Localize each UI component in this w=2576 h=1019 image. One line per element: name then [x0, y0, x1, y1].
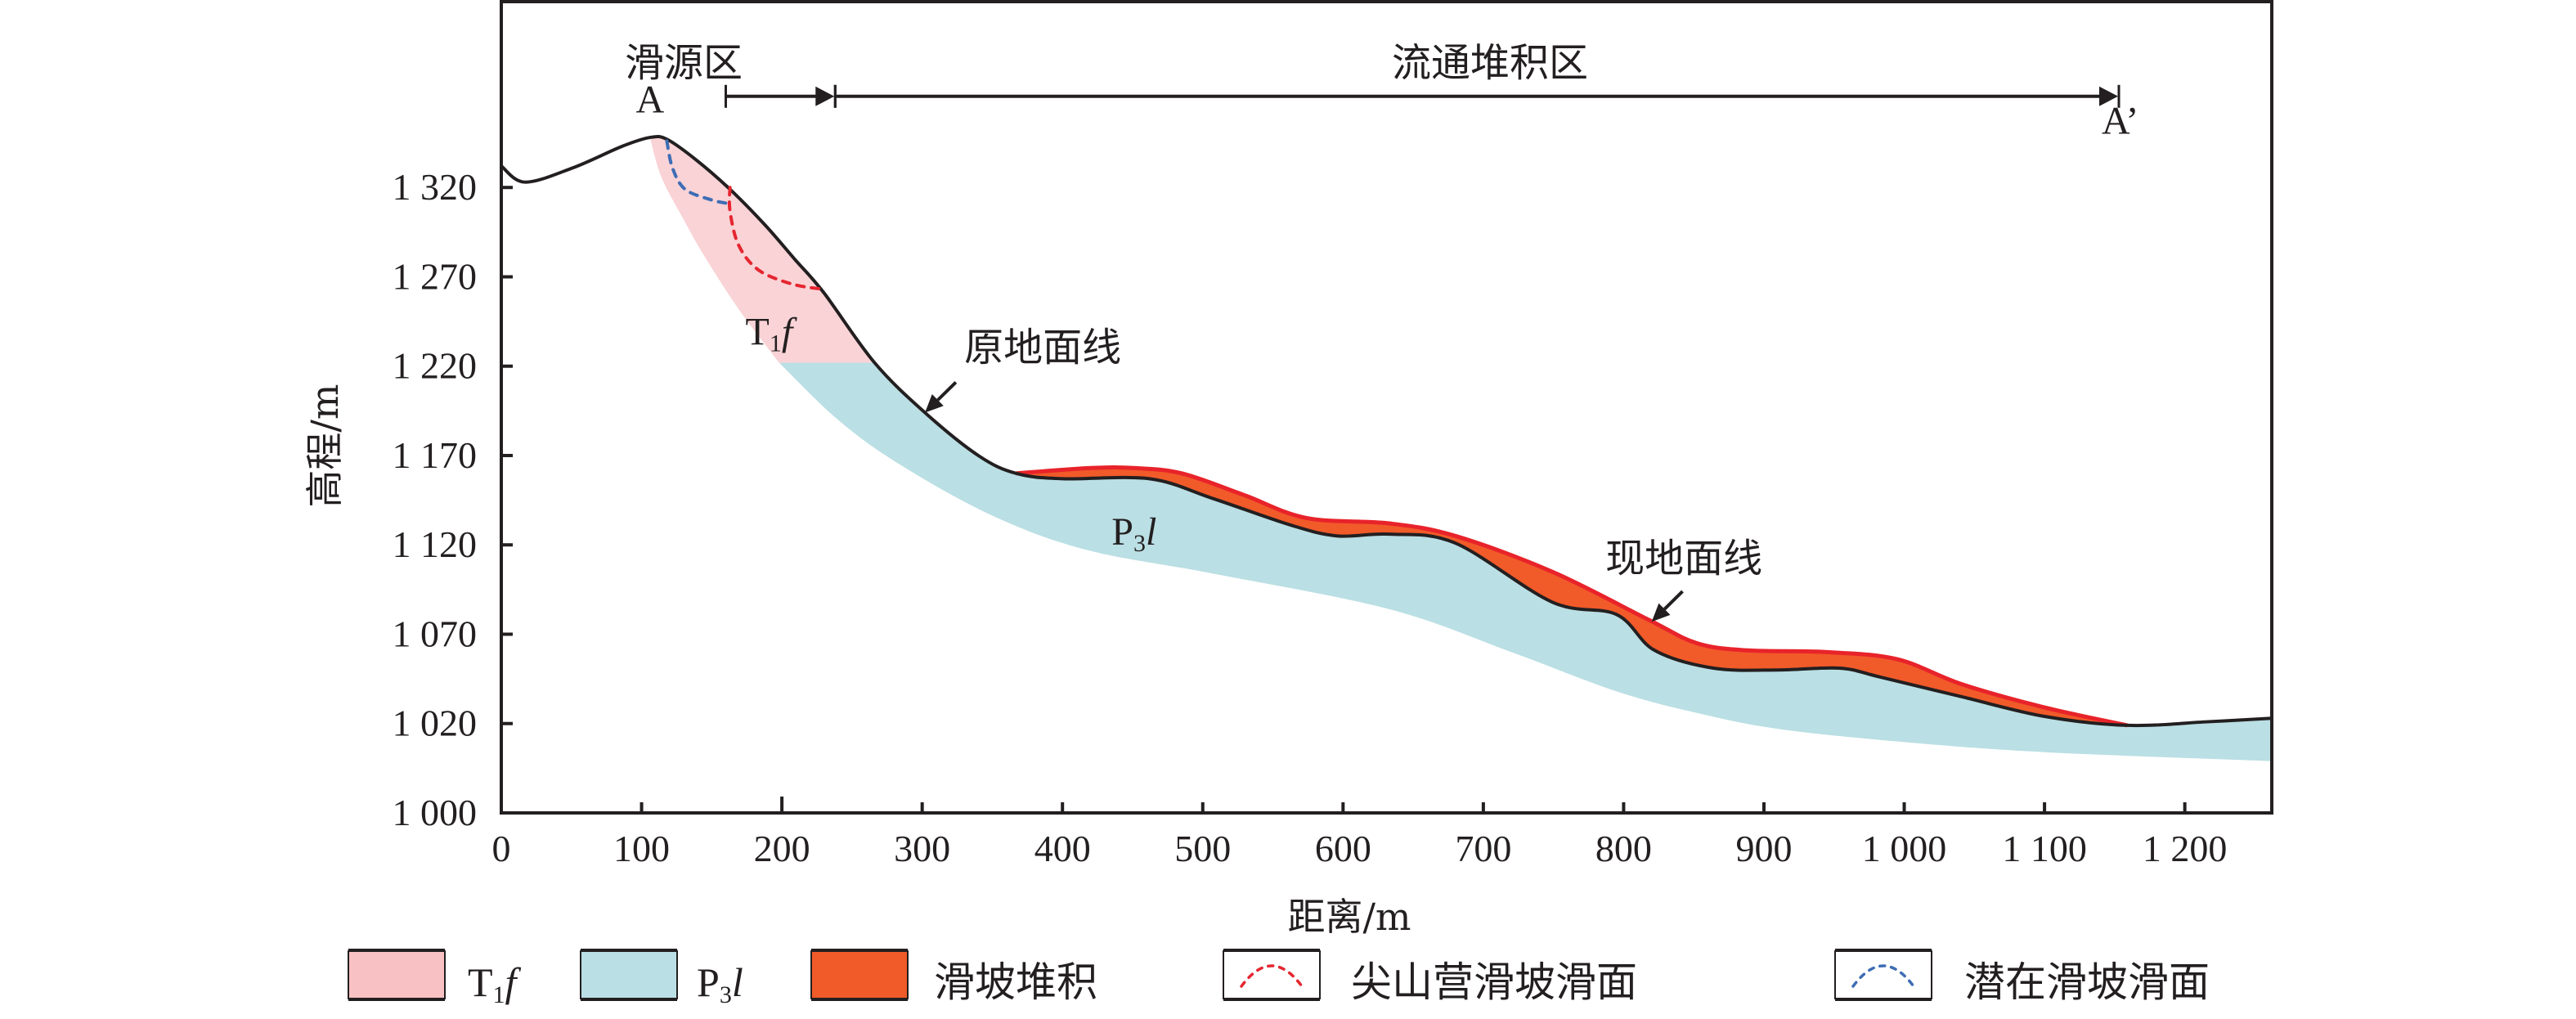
profile-lines [500, 134, 2273, 728]
x-tick-label: 100 [613, 828, 670, 869]
point-a-prime: A’ [2102, 100, 2138, 143]
current-ground-label: 现地面线 [1605, 536, 1762, 581]
legend-item: 尖山营滑坡滑面 [1223, 949, 1637, 1006]
legend-item: T1f [348, 949, 522, 1008]
dashed-arc-icon [1851, 964, 1915, 988]
flow-deposit-zone-label: 流通堆积区 [1392, 40, 1588, 86]
x-axis-label: 距离/m [1287, 895, 1411, 939]
legend-swatch [811, 950, 908, 999]
current-ground-line [1016, 465, 2128, 728]
x-tick-label: 200 [754, 828, 810, 869]
x-tick-label: 600 [1315, 828, 1371, 869]
legend: T1f P3l 滑坡堆积 尖山营滑坡滑面 潜在滑坡滑面 [348, 949, 2210, 1008]
geology-fills [649, 137, 2273, 761]
dashed-arc-icon [1240, 964, 1304, 988]
y-tick-label: 1 020 [393, 703, 478, 744]
y-axis-label: 高程/m [303, 384, 347, 507]
t1f-area [649, 137, 875, 363]
point-a: A [636, 78, 665, 121]
legend-item: 潜在滑坡滑面 [1834, 949, 2210, 1006]
arrowhead-icon [925, 393, 944, 413]
y-tick-label: 1 120 [393, 523, 478, 565]
x-tick-label: 1 100 [2002, 828, 2087, 869]
y-tick-label: 1 070 [393, 613, 478, 654]
y-axis-break-label: 1 000 [393, 792, 478, 833]
y-tick-label: 1 270 [393, 255, 478, 297]
legend-swatch [348, 950, 445, 999]
legend-swatch [1223, 950, 1320, 999]
source-zone-label: 滑源区 [625, 40, 743, 86]
legend-item: 滑坡堆积 [810, 949, 1097, 1006]
legend-swatch [1835, 950, 1932, 999]
legend-label: P3l [697, 959, 743, 1008]
legend-swatch [581, 950, 677, 999]
x-tick-label: 300 [894, 828, 950, 869]
y-tick-label: 1 320 [393, 166, 478, 208]
arrowhead-icon [2099, 86, 2119, 106]
jianshanying-slip-surface [727, 186, 826, 291]
x-tick-label: 700 [1455, 828, 1511, 869]
plot-frame [500, 0, 2273, 815]
original-ground-line [500, 134, 2273, 728]
current-ground-label-arrow [1663, 590, 1684, 611]
legend-label: 潜在滑坡滑面 [1964, 958, 2210, 1006]
zone-arrows: 滑源区 流通堆积区 [625, 40, 2120, 108]
x-tick-label: 0 [492, 828, 511, 869]
legend-label: T1f [468, 959, 522, 1008]
legend-item: P3l [580, 949, 743, 1008]
original-ground-label-arrow [936, 380, 958, 402]
legend-label: 尖山营滑坡滑面 [1351, 958, 1637, 1006]
x-tick-label: 900 [1735, 828, 1792, 869]
original-ground-label: 原地面线 [964, 325, 1121, 370]
p3l-label: P3l [1111, 510, 1156, 557]
x-tick-label: 400 [1034, 828, 1091, 869]
potential-slip-surface [665, 139, 730, 205]
y-tick-label: 1 220 [393, 345, 478, 387]
legend-label: 滑坡堆积 [934, 958, 1097, 1006]
x-tick-label: 1 200 [2143, 828, 2228, 869]
axis-ticks: 0 100 200 300 400 500 600 700 800 900 1 000 1 100 1 … [393, 166, 2228, 869]
arrowhead-icon [1651, 603, 1671, 622]
x-tick-label: 800 [1595, 828, 1652, 869]
y-tick-label: 1 170 [393, 434, 478, 476]
arrowhead-icon [815, 86, 835, 106]
landslide-deposit-area [1016, 467, 2128, 725]
x-tick-label: 500 [1174, 828, 1231, 869]
x-tick-label: 1 000 [1862, 828, 1947, 869]
